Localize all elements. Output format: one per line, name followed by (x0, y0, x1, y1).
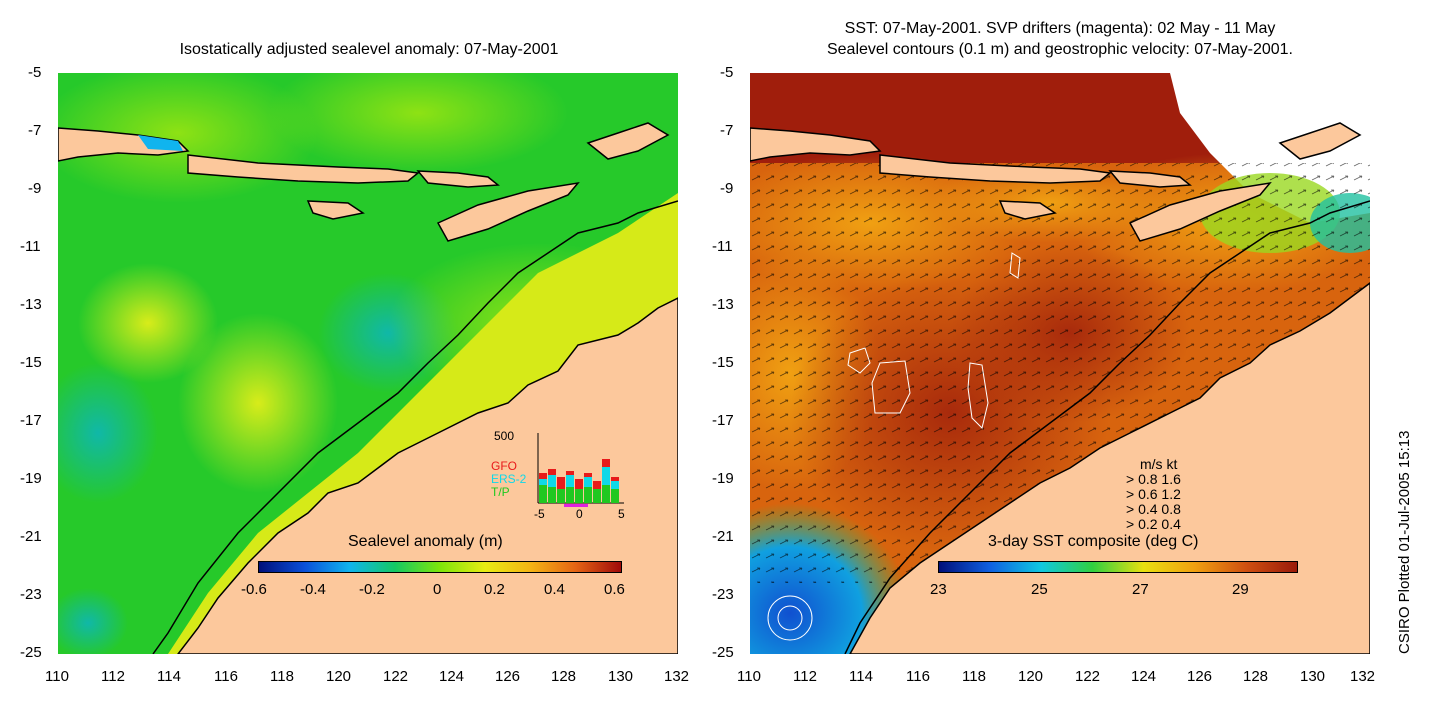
right-cbar-tick: 25 (1031, 581, 1048, 598)
left-cbar-tick: 0.6 (604, 581, 625, 598)
inset-xtick-5: 5 (618, 507, 625, 521)
y-tick: -5 (720, 64, 734, 81)
x-tick: 126 (1187, 668, 1213, 685)
y-tick: -19 (712, 470, 734, 487)
x-tick: 120 (326, 668, 352, 685)
y-tick: -17 (20, 412, 42, 429)
x-tick: 128 (551, 668, 577, 685)
inset-legend-tp: T/P (491, 485, 510, 499)
velocity-key-row: > 0.6 1.2 (1126, 486, 1181, 502)
x-tick: 112 (793, 668, 817, 685)
x-tick: 132 (1350, 668, 1376, 685)
velocity-key-row: > 0.2 0.4 (1126, 516, 1181, 532)
left-cbar-tick: -0.2 (359, 581, 385, 598)
x-tick: 124 (439, 668, 465, 685)
y-tick: -23 (20, 586, 42, 603)
right-map: m/s kt > 0.8 1.6 > 0.6 1.2 > 0.4 0.8 > 0… (750, 73, 1370, 654)
x-tick: 114 (157, 668, 181, 685)
velocity-key: m/s kt > 0.8 1.6 > 0.6 1.2 > 0.4 0.8 > 0… (1126, 457, 1181, 532)
right-colorbar-label: 3-day SST composite (deg C) (988, 533, 1199, 550)
x-tick: 132 (664, 668, 690, 685)
velocity-key-row: > 0.8 1.6 (1126, 471, 1181, 487)
left-cbar-tick: -0.4 (300, 581, 326, 598)
left-cbar-tick: 0.4 (544, 581, 565, 598)
right-map-title-line2: Sealevel contours (0.1 m) and geostrophi… (826, 41, 1293, 58)
y-tick: -11 (20, 238, 41, 255)
y-tick: -21 (712, 528, 734, 545)
y-tick: -25 (20, 644, 42, 661)
x-tick: 122 (1075, 668, 1101, 685)
y-tick: -25 (712, 644, 734, 661)
inset-legend-gfo: GFO (491, 459, 517, 473)
y-tick: -9 (28, 180, 42, 197)
x-tick: 118 (962, 668, 986, 685)
inset-histogram: 500 GFO ERS-2 T/P -5 0 5 (488, 429, 628, 521)
y-tick: -15 (20, 354, 42, 371)
y-tick: -5 (28, 64, 42, 81)
left-colorbar (258, 561, 622, 573)
inset-ylabel: 500 (494, 429, 515, 443)
y-tick: -19 (20, 470, 42, 487)
y-tick: -15 (712, 354, 734, 371)
x-tick: 126 (495, 668, 521, 685)
y-tick: -7 (28, 122, 42, 139)
x-tick: 122 (383, 668, 409, 685)
x-tick: 130 (1300, 668, 1326, 685)
x-tick: 116 (214, 668, 238, 685)
left-cbar-tick: -0.6 (241, 581, 267, 598)
left-cbar-tick: 0 (433, 581, 442, 598)
left-colorbar-label: Sealevel anomaly (m) (348, 533, 503, 550)
y-tick: -13 (712, 296, 734, 313)
right-cbar-tick: 29 (1232, 581, 1249, 598)
x-tick: 110 (45, 668, 69, 685)
x-tick: 124 (1131, 668, 1157, 685)
left-cbar-tick: 0.2 (484, 581, 505, 598)
x-tick: 114 (849, 668, 873, 685)
x-tick: 116 (906, 668, 930, 685)
plot-credit: CSIRO Plotted 01-Jul-2005 15:13 (1396, 430, 1413, 654)
inset-legend-ers2: ERS-2 (491, 472, 527, 486)
inset-xtick-neg5: -5 (534, 507, 545, 521)
y-tick: -13 (20, 296, 42, 313)
right-cbar-tick: 23 (930, 581, 947, 598)
right-colorbar (938, 561, 1298, 573)
y-tick: -23 (712, 586, 734, 603)
right-cbar-tick: 27 (1132, 581, 1149, 598)
x-tick: 128 (1243, 668, 1269, 685)
y-tick: -11 (712, 238, 733, 255)
velocity-key-header: m/s kt (1140, 456, 1178, 472)
left-map-title: Isostatically adjusted sealevel anomaly:… (179, 41, 559, 58)
inset-xtick-0: 0 (576, 507, 583, 521)
x-tick: 130 (608, 668, 634, 685)
velocity-key-row: > 0.4 0.8 (1126, 501, 1181, 517)
y-tick: -21 (20, 528, 42, 545)
left-map: 500 GFO ERS-2 T/P -5 0 5 Sealevel anomal… (58, 73, 678, 654)
x-tick: 120 (1018, 668, 1044, 685)
x-tick: 118 (270, 668, 294, 685)
y-tick: -7 (720, 122, 734, 139)
x-tick: 112 (101, 668, 125, 685)
inset-bars (537, 433, 624, 507)
y-tick: -9 (720, 180, 734, 197)
right-map-title-line1: SST: 07-May-2001. SVP drifters (magenta)… (844, 20, 1276, 37)
y-tick: -17 (712, 412, 734, 429)
x-tick: 110 (737, 668, 761, 685)
